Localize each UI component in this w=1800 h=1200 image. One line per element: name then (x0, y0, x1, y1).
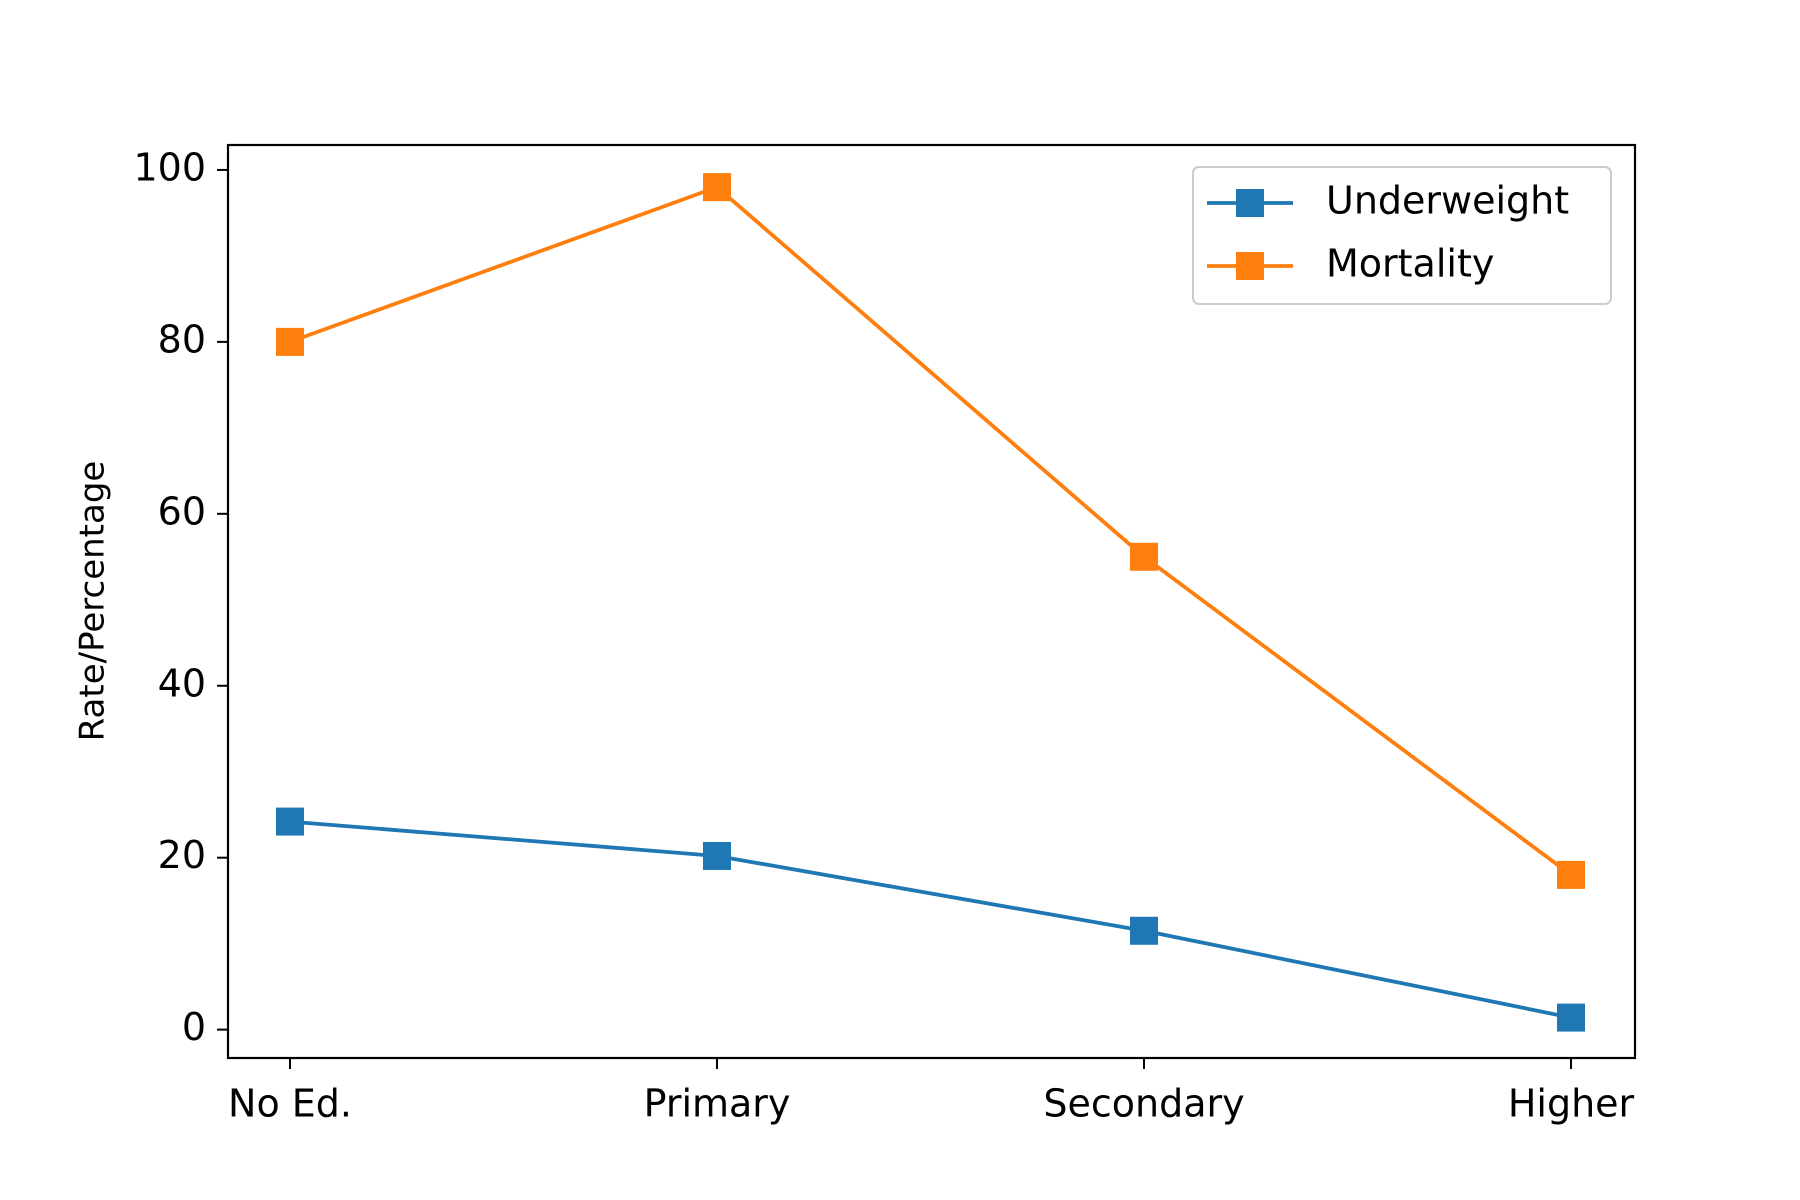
underweight-point-3 (1557, 1003, 1585, 1032)
series-mortality (276, 173, 1585, 889)
x-tick-label-3: Higher (1508, 1082, 1635, 1126)
legend-label-mortality: Mortality (1326, 242, 1494, 286)
legend-items: Underweight Mortality (1207, 179, 1569, 286)
y-tick-label-20: 20 (158, 833, 206, 877)
y-tick-label-80: 80 (158, 317, 206, 361)
underweight-point-1 (703, 841, 731, 870)
mortality-point-1 (703, 173, 731, 202)
underweight-point-2 (1130, 916, 1158, 945)
y-tick-label-40: 40 (158, 661, 206, 705)
y-tick-label-60: 60 (158, 489, 206, 533)
y-axis: 0 20 40 60 80 100 (133, 145, 228, 1049)
y-axis-label: Rate/Percentage (73, 461, 113, 742)
mortality-point-0 (276, 327, 304, 356)
x-axis: No Ed. Primary Secondary Higher (228, 1058, 1635, 1126)
series-layer (276, 173, 1585, 1032)
legend-marker-mortality (1236, 252, 1264, 280)
mortality-line (289, 185, 1573, 877)
legend-label-underweight: Underweight (1326, 179, 1569, 223)
legend: Underweight Mortality (1192, 166, 1612, 305)
underweight-line (289, 819, 1572, 1020)
legend-marker-underweight (1236, 189, 1264, 217)
underweight-point-0 (276, 807, 304, 836)
legend-box (1192, 166, 1612, 305)
series-underweight (276, 807, 1585, 1032)
legend-item-underweight: Underweight (1207, 179, 1569, 223)
mortality-point-2 (1130, 542, 1158, 571)
y-tick-label-0: 0 (182, 1005, 206, 1049)
legend-item-mortality: Mortality (1207, 242, 1494, 286)
mortality-point-3 (1557, 860, 1585, 889)
x-tick-label-2: Secondary (1043, 1082, 1244, 1126)
y-tick-label-100: 100 (133, 145, 206, 189)
x-tick-label-0: No Ed. (228, 1082, 352, 1126)
x-tick-label-1: Primary (644, 1082, 791, 1126)
